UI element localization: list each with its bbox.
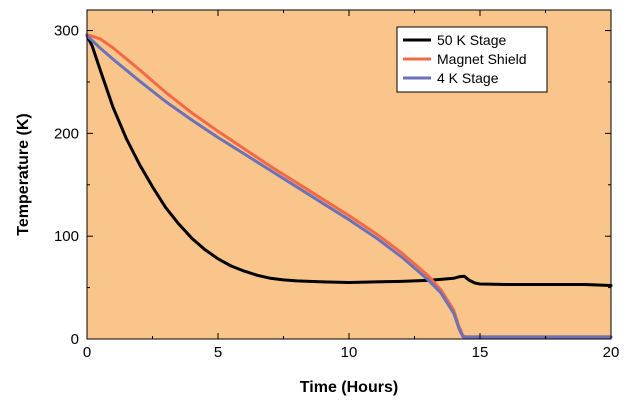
legend-label: 50 K Stage [437, 32, 506, 48]
x-tick-label: 10 [341, 344, 358, 361]
y-tick-label: 100 [54, 228, 79, 245]
x-tick-label: 15 [472, 344, 489, 361]
series-line-0 [85, 34, 613, 287]
y-tick-label: 0 [71, 331, 79, 348]
legend: 50 K Stage Magnet Shield 4 K Stage [396, 26, 548, 93]
y-axis-title: Temperature (K) [15, 113, 32, 235]
x-axis-title: Time (Hours) [300, 379, 398, 396]
series-line-2 [85, 34, 613, 339]
legend-label: Magnet Shield [437, 51, 527, 67]
y-tick-label: 200 [54, 125, 79, 142]
x-tick-label: 5 [214, 344, 222, 361]
y-tick-label: 300 [54, 23, 79, 40]
series-layer [85, 33, 613, 339]
x-tick-label: 0 [83, 344, 91, 361]
x-tick-label: 20 [603, 344, 620, 361]
legend-label: 4 K Stage [437, 70, 499, 86]
